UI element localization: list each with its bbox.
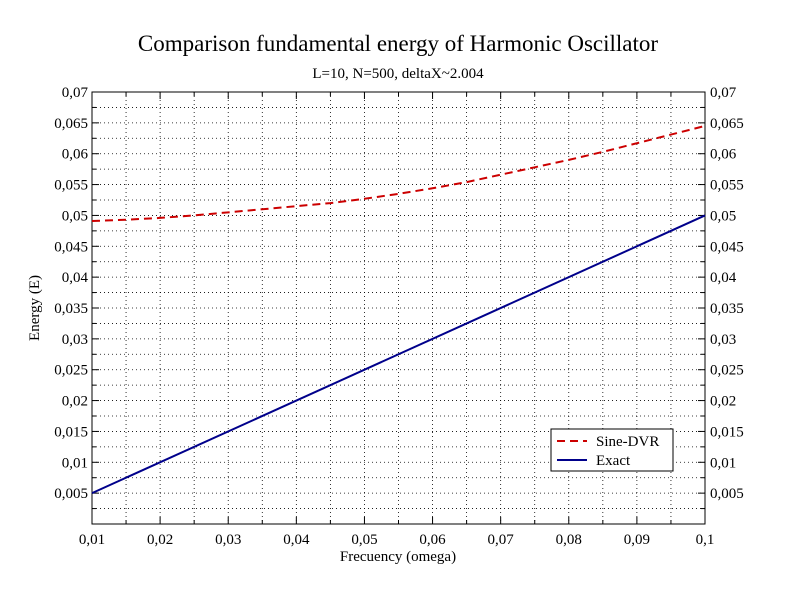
y-tick-label-right: 0,03 [710,332,736,348]
legend-label-exact: Exact [596,453,631,469]
y-tick-label-right: 0,045 [710,239,744,255]
x-tick-label: 0,1 [696,532,715,548]
y-tick-label-right: 0,06 [710,147,737,163]
x-tick-label: 0,04 [283,532,310,548]
y-tick-label-left: 0,03 [62,332,88,348]
y-tick-label-left: 0,035 [54,301,88,317]
chart-title: Comparison fundamental energy of Harmoni… [138,31,658,56]
y-tick-label-right: 0,035 [710,301,744,317]
legend-label-sine-dvr: Sine-DVR [596,434,659,450]
y-tick-label-left: 0,055 [54,178,88,194]
y-tick-label-left: 0,04 [62,270,89,286]
y-axis-label: Energy (E) [27,275,43,341]
x-axis-label: Frecuency (omega) [340,549,456,565]
y-tick-label-left: 0,06 [62,147,89,163]
y-tick-label-right: 0,055 [710,178,744,194]
y-tick-label-right: 0,005 [710,486,744,502]
y-tick-label-right: 0,05 [710,208,736,224]
y-tick-label-left: 0,015 [54,424,88,440]
x-tick-label: 0,08 [556,532,582,548]
y-tick-label-right: 0,065 [710,116,744,132]
series-group [91,124,706,495]
x-tick-label: 0,02 [147,532,173,548]
y-tick-label-right: 0,07 [710,85,737,101]
x-tick-label: 0,03 [215,532,241,548]
y-tick-label-left: 0,045 [54,239,88,255]
y-tick-label-left: 0,005 [54,486,88,502]
y-tick-label-left: 0,065 [54,116,88,132]
y-tick-label-right: 0,04 [710,270,737,286]
series-line-exact [91,214,706,495]
y-tick-label-left: 0,025 [54,363,88,379]
x-tick-label: 0,07 [488,532,515,548]
y-tick-label-left: 0,07 [62,85,89,101]
y-tick-label-left: 0,05 [62,208,88,224]
chart-subtitle: L=10, N=500, deltaX~2.004 [312,66,484,82]
legend-box [550,428,674,472]
y-tick-label-left: 0,02 [62,394,88,410]
legend: Sine-DVR Exact [550,428,674,472]
y-tick-label-left: 0,01 [62,455,88,471]
x-tick-label: 0,06 [419,532,446,548]
x-tick-label: 0,01 [79,532,105,548]
ticks: 0,01 0,02 0,03 0,04 0,05 0,06 0,07 0,08 0,09 0,1 0… [54,85,744,548]
y-tick-label-right: 0,01 [710,455,736,471]
x-tick-label: 0,05 [351,532,377,548]
x-tick-label: 0,09 [624,532,650,548]
y-tick-label-right: 0,02 [710,394,736,410]
y-tick-label-right: 0,025 [710,363,744,379]
y-tick-label-right: 0,015 [710,424,744,440]
